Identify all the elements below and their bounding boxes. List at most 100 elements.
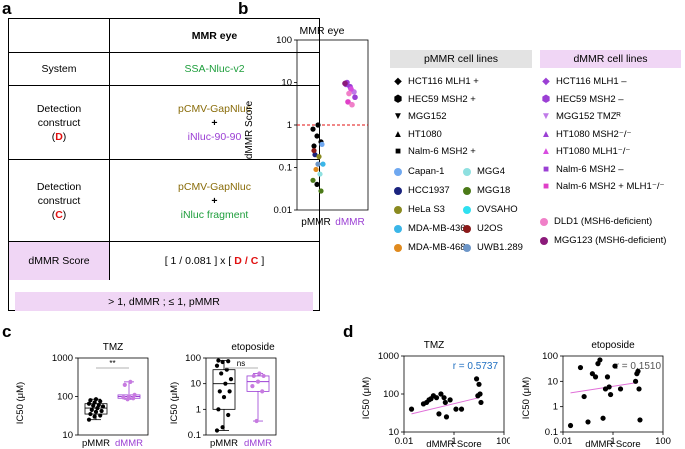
triangle-up-icon: ▲: [541, 128, 551, 140]
chart-c-etoposide: etoposide IC50 (μM) 0.1 1 10 100 ns pMMR dMM…: [169, 342, 277, 449]
chart-b-xlabel-dmmr: dMMR: [335, 217, 364, 228]
diamond-icon: ◆: [542, 76, 550, 87]
chart-c-tmz-xlabel-dmmr: dMMR: [115, 438, 143, 449]
scatter-point: [612, 363, 618, 369]
chart-d-etoposide: etoposide IC50 (μM) r = 0.1510 0.1 1 10 100…: [521, 340, 671, 449]
box-point: [88, 411, 93, 417]
chart-c-tmz-title: TMZ: [103, 342, 124, 353]
chart-b-xlabel-pmmr: pMMR: [301, 217, 330, 228]
box-point: [226, 412, 231, 418]
legend-item-label: HT1080: [408, 128, 442, 140]
chart-b-dmmr-point: [349, 101, 355, 108]
table-row-score: dMMR Score [ 1 / 0.081 ] x [ D / C ]: [9, 242, 319, 280]
box-point: [126, 394, 132, 399]
scatter-point: [617, 386, 624, 392]
box-point: [257, 371, 262, 376]
scatter-point: [458, 406, 465, 412]
legend-item-label: OVSAHO: [477, 204, 518, 215]
detection-c-label-line1: Detection: [36, 180, 82, 193]
scatter-point: [442, 399, 448, 406]
legend-item-label: HCT116 MLH1 +: [408, 76, 479, 87]
chart-b-dmmr-point: [345, 99, 351, 105]
legend-item: ▼ MGG152: [392, 111, 447, 122]
chart-b-pmmr-point: [313, 166, 319, 173]
ytick-label: 100: [57, 392, 73, 403]
table-header-row: MMR eye: [9, 19, 319, 53]
legend-item: UWB1.289: [463, 242, 523, 253]
chart-d-tmz-xlabel: dMMR Score: [426, 439, 481, 449]
chart-b-ylabel: dMMR Score: [244, 100, 255, 159]
legend-item-label: HT1080 MLH1⁻/⁻: [556, 146, 631, 157]
chart-b-dmmr-point: [348, 86, 354, 92]
legend-dot-icon: [394, 205, 402, 214]
legend-item: ◆ HCT116 MLH1 –: [540, 76, 626, 87]
table-row-system: System SSA-Nluc-v2: [9, 53, 319, 86]
significance-label: ns: [237, 359, 245, 368]
ytick-label: 10: [388, 427, 399, 438]
score-label: dMMR Score: [9, 242, 110, 280]
chart-b-dmmr-point: [346, 90, 352, 97]
legend-item: MDA-MB-468: [394, 242, 466, 253]
scatter-point: [433, 395, 440, 401]
scatter-point: [473, 376, 480, 382]
legend-item-label: HCC1937: [408, 185, 450, 196]
chart-b-pmmr-point: [311, 143, 317, 149]
box-point: [250, 384, 255, 389]
detection-d-value: pCMV-GapNluc + iNluc-90-90: [110, 86, 319, 159]
legend-item: HeLa S3: [394, 204, 445, 215]
system-label: System: [9, 53, 110, 85]
legend-item-label: MDA-MB-468: [408, 242, 466, 253]
scatter-point: [441, 395, 447, 401]
xtick-label: 1: [451, 436, 456, 447]
ytick-label: 100: [185, 353, 201, 364]
chart-c-tmz: TMZ IC50 (μM) 10 100 1000 ** pMMR dMMR: [15, 342, 149, 449]
chart-c-tmz-xlabel-pmmr: pMMR: [82, 438, 110, 449]
scatter-point: [607, 391, 614, 398]
chart-b-dmmr-point: [352, 94, 358, 101]
chart-b-pmmr-point: [312, 152, 318, 158]
triangle-down-icon: ▼: [393, 111, 403, 122]
header-blank-cell: [9, 19, 110, 52]
scatter-point: [606, 384, 612, 390]
box-body: [246, 375, 270, 392]
box-point: [132, 392, 137, 398]
scatter-point: [408, 406, 415, 412]
chart-b-pmmr-point: [318, 188, 324, 194]
chart-b-pmmr-point: [315, 122, 321, 128]
legend-item-label: MGG18: [477, 185, 511, 196]
scatter-point: [632, 378, 639, 384]
box-point: [121, 395, 126, 400]
table-row-detection-c: Detection construct (C) pCMV-GapNluc + i…: [9, 160, 319, 242]
chart-b-pmmr-point: [314, 133, 320, 139]
box-point: [131, 396, 136, 401]
legend-item: ▲ HT1080 MLH1⁻/⁻: [540, 146, 630, 157]
legend-item: MGG4: [463, 166, 505, 177]
legend-item-label: MGG4: [477, 166, 505, 177]
ytick-label: 100: [542, 351, 558, 362]
ytick-label: 1: [553, 402, 558, 413]
square-icon: ■: [394, 146, 402, 157]
box-point: [214, 363, 220, 368]
score-formula-d: D: [234, 255, 242, 267]
box-point: [98, 413, 103, 418]
score-formula-c: C: [250, 255, 259, 267]
legend-item: HCC1937: [394, 185, 450, 196]
chart-b-pmmr-point: [317, 171, 323, 177]
legend-item-label: MGG152: [408, 111, 447, 122]
ytick-label: 0.1: [545, 427, 558, 438]
scatter-point: [592, 374, 599, 380]
box-point: [254, 418, 259, 424]
legend-dot-icon: [540, 217, 548, 226]
legend-item-label: MGG152 TMZᴿ: [556, 111, 621, 122]
legend-item: ⬢ HEC59 MSH2 +: [392, 94, 476, 105]
box-point: [251, 373, 256, 379]
legend-item-label: HT1080 MSH2⁻/⁻: [556, 128, 632, 140]
scatter-point: [436, 411, 442, 417]
detection-d-label-code: (D): [51, 130, 67, 143]
box-point: [221, 394, 227, 400]
legend-dot-icon: [463, 167, 471, 176]
box-point: [220, 425, 225, 430]
ytick-label: 10: [547, 376, 558, 387]
box-point: [216, 358, 221, 363]
chart-c-eto-xlabel-pmmr: pMMR: [210, 438, 238, 449]
